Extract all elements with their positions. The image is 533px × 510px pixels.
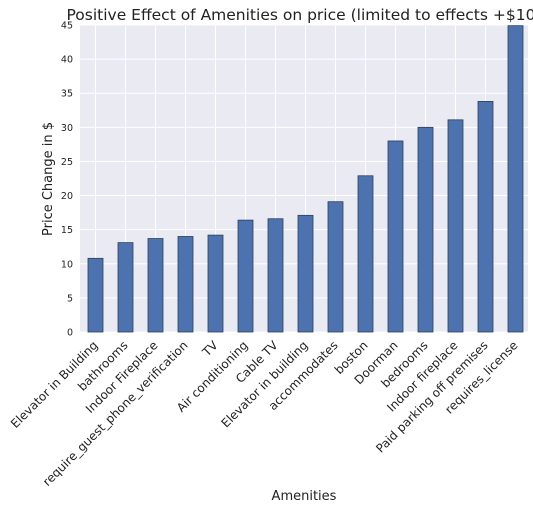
bar bbox=[477, 101, 494, 333]
y-axis-label: Price Change in $ bbox=[41, 122, 56, 236]
bar bbox=[177, 236, 194, 333]
bars bbox=[87, 25, 524, 333]
bar bbox=[87, 257, 104, 333]
y-tick-label: 5 bbox=[67, 293, 73, 304]
y-tick-label: 25 bbox=[61, 157, 73, 168]
y-tick-label: 45 bbox=[61, 21, 73, 32]
bar bbox=[267, 218, 284, 333]
bar bbox=[507, 25, 524, 333]
y-tick-labels: 0 5 10 15 20 25 30 35 40 45 bbox=[61, 21, 73, 339]
x-tick-label: TV bbox=[199, 338, 221, 360]
x-axis-label: Amenities bbox=[272, 489, 337, 504]
y-tick-label: 10 bbox=[61, 259, 73, 270]
bar bbox=[387, 140, 404, 333]
bar bbox=[207, 234, 224, 333]
bar bbox=[237, 219, 254, 333]
y-tick-label: 40 bbox=[61, 55, 73, 66]
y-tick-label: 35 bbox=[61, 89, 73, 100]
y-tick-label: 20 bbox=[61, 191, 73, 202]
chart-title: Positive Effect of Amenities on price (l… bbox=[66, 6, 533, 24]
bar bbox=[447, 119, 464, 333]
bar bbox=[297, 214, 314, 333]
y-tick-label: 0 bbox=[67, 328, 73, 339]
bar bbox=[117, 242, 134, 333]
bar bbox=[147, 238, 164, 333]
bar bbox=[417, 126, 434, 333]
y-tick-label: 30 bbox=[61, 123, 73, 134]
bar bbox=[357, 175, 374, 333]
y-tick-label: 15 bbox=[61, 225, 73, 236]
bar bbox=[327, 201, 344, 333]
